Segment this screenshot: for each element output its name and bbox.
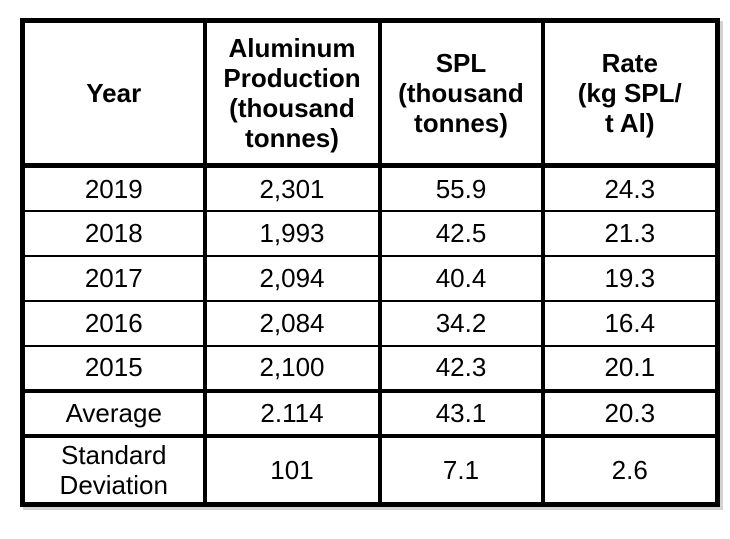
cell-rate: 20.3	[540, 388, 720, 438]
cell-rate: 16.4	[540, 299, 720, 347]
cell-rate: 20.1	[540, 344, 720, 392]
cell-rate: 21.3	[540, 209, 720, 257]
cell-year: Standard Deviation	[20, 434, 207, 506]
cell-production: 2,094	[202, 254, 382, 302]
cell-spl: 55.9	[377, 164, 545, 212]
table-row-2017: 2017 2,094 40.4 19.3	[20, 254, 720, 302]
header-row: Year Aluminum Production (thousand tonne…	[20, 19, 720, 168]
cell-production: 2.114	[202, 388, 382, 438]
cell-production: 101	[202, 434, 382, 506]
cell-year: Average	[20, 388, 207, 438]
table-row-standard-deviation: Standard Deviation 101 7.1 2.6	[20, 434, 720, 506]
table-row-average: Average 2.114 43.1 20.3	[20, 388, 720, 438]
col-header-year: Year	[20, 19, 207, 168]
cell-year: 2019	[20, 164, 207, 212]
cell-spl: 42.5	[377, 209, 545, 257]
production-statistics-table: Year Aluminum Production (thousand tonne…	[20, 18, 720, 507]
cell-production: 2,100	[202, 344, 382, 392]
cell-year: 2015	[20, 344, 207, 392]
col-header-spl: SPL (thousand tonnes)	[377, 19, 545, 168]
col-header-rate: Rate (kg SPL/ t Al)	[540, 19, 720, 168]
cell-year: 2016	[20, 299, 207, 347]
cell-spl: 42.3	[377, 344, 545, 392]
cell-spl: 40.4	[377, 254, 545, 302]
cell-rate: 2.6	[540, 434, 720, 506]
cell-year: 2017	[20, 254, 207, 302]
cell-production: 2,084	[202, 299, 382, 347]
cell-production: 1,993	[202, 209, 382, 257]
table-row-2018: 2018 1,993 42.5 21.3	[20, 209, 720, 257]
cell-production: 2,301	[202, 164, 382, 212]
cell-rate: 19.3	[540, 254, 720, 302]
col-header-aluminum-production: Aluminum Production (thousand tonnes)	[202, 19, 382, 168]
cell-year: 2018	[20, 209, 207, 257]
table-row-2015: 2015 2,100 42.3 20.1	[20, 344, 720, 392]
cell-spl: 7.1	[377, 434, 545, 506]
table-row-2019: 2019 2,301 55.9 24.3	[20, 164, 720, 212]
cell-rate: 24.3	[540, 164, 720, 212]
cell-spl: 43.1	[377, 388, 545, 438]
cell-spl: 34.2	[377, 299, 545, 347]
table-row-2016: 2016 2,084 34.2 16.4	[20, 299, 720, 347]
